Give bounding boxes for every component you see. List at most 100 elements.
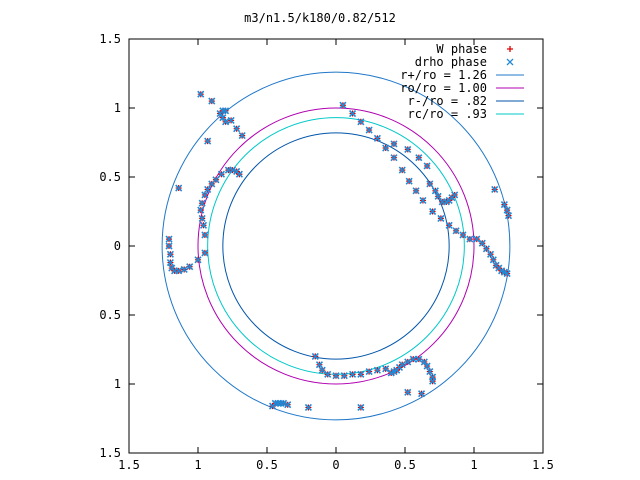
series-1-point-73 <box>228 166 237 174</box>
series-1-point-106 <box>417 390 426 398</box>
series-1-point-55 <box>168 264 176 272</box>
series-1-point-63 <box>199 221 208 229</box>
series-1-point-50 <box>194 256 202 264</box>
series-1-point-8 <box>357 118 365 126</box>
series-1-point-0 <box>197 90 205 98</box>
series-1-point-17 <box>429 207 437 216</box>
series-1-point-39 <box>415 154 423 162</box>
legend-label-1: drho phase <box>415 55 487 69</box>
series-1-point-14 <box>405 177 413 185</box>
legend-swatch-1 <box>506 58 514 66</box>
series-1-point-70 <box>212 176 220 184</box>
series-1-point-90 <box>426 368 434 376</box>
x-tick-label-4: 0.5 <box>394 458 416 472</box>
series-1-point-94 <box>315 361 324 369</box>
legend-swatch-0 <box>507 46 513 52</box>
series-1-point-112 <box>284 401 292 409</box>
legend-label-5: rc/ro = .93 <box>408 107 487 121</box>
series-1-point-18 <box>437 214 445 222</box>
legend-label-4: r-/ro = .82 <box>408 94 487 108</box>
circle-1 <box>197 107 475 385</box>
series-1-point-92 <box>429 377 437 385</box>
series-1-point-19 <box>445 221 453 229</box>
series-1-point-67 <box>201 191 209 199</box>
series-1-point-25 <box>482 245 490 253</box>
series-1-point-68 <box>204 185 212 193</box>
series-1-point-56 <box>166 258 174 267</box>
x-tick-label-3: 0 <box>332 458 339 472</box>
series-1-point-1 <box>208 97 216 105</box>
series-1-point-87 <box>415 355 423 363</box>
y-tick-label-4: 0.5 <box>99 308 121 322</box>
series-1-point-21 <box>459 231 467 239</box>
series-1-point-99 <box>348 370 357 378</box>
x-tick-label-5: 1 <box>470 458 477 472</box>
series-1-point-32 <box>503 270 511 278</box>
x-tick-label-2: 0.5 <box>256 458 278 472</box>
series-1-point-109 <box>274 399 282 407</box>
y-tick-label-1: 1 <box>114 101 121 115</box>
series-1-point-65 <box>197 206 205 214</box>
series-1-point-20 <box>452 227 460 235</box>
series-1-point-40 <box>423 162 431 170</box>
series-1-point-10 <box>373 134 381 142</box>
series-1-point-37 <box>390 140 398 148</box>
series-1-point-78 <box>222 118 230 126</box>
series-1-point-84 <box>398 361 406 369</box>
series-1-point-110 <box>277 399 285 407</box>
legend-label-2: r+/ro = 1.26 <box>400 68 487 82</box>
series-1-point-11 <box>382 144 390 152</box>
series-1-point-42 <box>431 187 439 195</box>
y-tick-label-3: 0 <box>114 239 121 253</box>
series-1-point-5 <box>238 132 246 140</box>
series-1-point-89 <box>423 362 431 370</box>
series-1-point-75 <box>235 170 243 178</box>
legend-label-0: W phase <box>436 42 487 56</box>
series-1-point-98 <box>340 372 348 380</box>
series-1-point-66 <box>198 199 206 207</box>
series-1-point-23 <box>473 235 481 243</box>
series-1-point-13 <box>398 166 406 174</box>
chart-title: m3/n1.5/k180/0.82/512 <box>244 11 396 25</box>
y-tick-label-0: 1.5 <box>99 32 121 46</box>
series-1-point-48 <box>451 191 459 199</box>
series-1-point-79 <box>222 107 230 115</box>
series-1-point-77 <box>219 114 227 122</box>
y-axis-ticks: 1.5 1 0.5 0 0.5 1 1.5 <box>99 32 543 460</box>
series-1-point-35 <box>503 206 511 214</box>
series-1-point-100 <box>357 370 365 378</box>
series-1-point-7 <box>348 109 357 118</box>
x-axis-ticks: 1.5 1 0.5 0 0.5 1 1.5 <box>118 39 554 472</box>
series-1-point-4 <box>233 125 241 133</box>
series-1-point-51 <box>186 263 194 271</box>
series-group <box>165 90 513 412</box>
y-tick-label-5: 1 <box>114 377 121 391</box>
series-1-point-9 <box>365 126 373 134</box>
series-1-point-15 <box>412 187 420 195</box>
series-1-point-61 <box>204 137 212 145</box>
series-1-point-26 <box>486 250 495 258</box>
y-tick-label-2: 0.5 <box>99 170 121 184</box>
series-1-point-76 <box>216 109 224 118</box>
series-1-point-95 <box>318 366 326 374</box>
circle-2 <box>222 132 450 360</box>
series-1-point-105 <box>404 388 412 396</box>
series-1-point-16 <box>419 196 427 205</box>
series-1-point-60 <box>175 184 183 192</box>
series-1-point-85 <box>404 358 412 366</box>
circle-0 <box>161 71 511 421</box>
series-1-point-103 <box>382 365 390 373</box>
series-1-point-3 <box>227 116 235 124</box>
series-1-point-104 <box>357 403 365 412</box>
series-1-point-49 <box>201 249 209 257</box>
series-1-point-27 <box>489 256 497 264</box>
series-1-point-93 <box>311 352 319 360</box>
series-1-point-108 <box>271 399 279 407</box>
series-1-point-86 <box>409 355 417 363</box>
x-tick-label-0: 1.5 <box>118 458 140 472</box>
series-1-point-41 <box>426 180 434 188</box>
series-1-point-24 <box>478 239 486 247</box>
series-1-point-96 <box>324 370 332 378</box>
